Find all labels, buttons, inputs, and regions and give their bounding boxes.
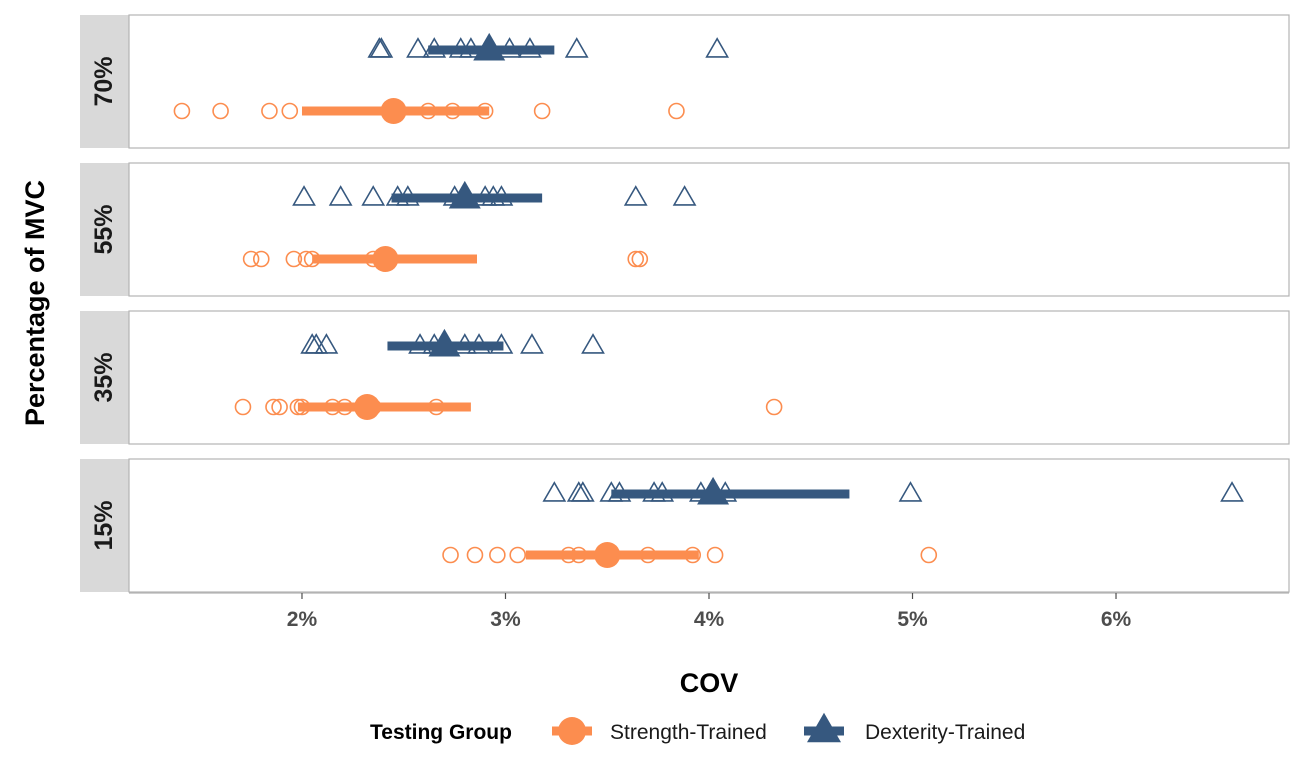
data-point [212, 102, 229, 120]
data-point [570, 481, 595, 502]
group-dexterity-trained [367, 32, 730, 61]
panel-strip-label: 55% [90, 204, 118, 254]
group-strength-trained [173, 98, 685, 124]
x-tick-label: 6% [1101, 608, 1132, 631]
data-point [234, 398, 252, 416]
mean-marker [428, 328, 461, 357]
x-axis: 2% 3% 4% 5% 6% [129, 592, 1289, 631]
data-point [564, 37, 589, 58]
panel-strip-label: 35% [90, 352, 118, 402]
data-point [271, 398, 288, 416]
data-point [285, 250, 303, 268]
data-point [361, 185, 386, 206]
mean-marker [354, 394, 381, 420]
panel-35: 35% [80, 310, 1290, 445]
x-axis-title: COV [680, 668, 739, 698]
data-point [242, 250, 260, 268]
data-point [566, 481, 591, 502]
group-dexterity-trained [542, 476, 1244, 505]
x-tick-label: 5% [897, 608, 928, 631]
mean-marker [380, 98, 407, 124]
group-strength-trained [442, 542, 938, 568]
panel-strip [80, 163, 129, 296]
data-point [520, 333, 544, 354]
data-point [173, 102, 191, 120]
mean-marker [697, 476, 730, 505]
data-point [281, 102, 299, 120]
panel-strip [80, 15, 129, 148]
mean-marker [372, 246, 399, 272]
panel-frame [128, 310, 1290, 445]
data-point [765, 398, 783, 416]
legend: Testing Group Strength-Trained Dexterity-… [370, 712, 1025, 745]
data-point [898, 481, 923, 502]
x-tick-label: 3% [490, 608, 521, 631]
data-point [489, 546, 506, 564]
data-point [406, 37, 430, 58]
group-dexterity-trained [292, 180, 697, 209]
panel-strip [80, 311, 129, 444]
mean-marker [448, 180, 481, 209]
data-point [581, 333, 605, 354]
data-point [623, 185, 648, 206]
data-point [706, 546, 724, 564]
data-point [668, 102, 685, 120]
data-point [672, 185, 697, 206]
legend-key-marker [807, 712, 841, 743]
panels-layer: 70% 55% 35% 15% [80, 14, 1290, 593]
data-point [631, 250, 649, 268]
panel-strip-label: 15% [90, 500, 118, 550]
group-dexterity-trained [300, 328, 605, 357]
data-point [369, 37, 394, 58]
legend-label: Dexterity-Trained [865, 721, 1025, 744]
data-point [442, 546, 459, 564]
legend-item-dexterity-trained: Dexterity-Trained [804, 712, 1025, 744]
data-point [292, 185, 316, 206]
data-point [265, 398, 282, 416]
data-point [627, 250, 645, 268]
y-axis-title: Percentage of MVC [20, 180, 50, 426]
data-point [252, 250, 270, 268]
panel-frame [128, 458, 1290, 593]
data-point [328, 185, 353, 206]
mean-marker [594, 542, 621, 568]
data-point [705, 37, 730, 58]
data-point [314, 333, 339, 354]
data-point [1220, 481, 1244, 502]
panel-70: 70% [80, 14, 1290, 149]
panel-frame [128, 14, 1290, 149]
group-strength-trained [234, 394, 783, 420]
panel-strip-label: 70% [90, 56, 118, 106]
data-point [542, 481, 567, 502]
x-tick-label: 2% [287, 608, 318, 631]
panel-strip [80, 459, 129, 592]
legend-label: Strength-Trained [610, 721, 767, 744]
mean-marker [473, 32, 506, 61]
group-strength-trained [242, 246, 649, 272]
panel-15: 15% [80, 458, 1290, 593]
panel-frame [128, 162, 1290, 297]
data-point [261, 102, 278, 120]
x-tick-label: 4% [694, 608, 725, 631]
data-point [466, 546, 484, 564]
legend-title: Testing Group [370, 721, 512, 744]
legend-key-marker [558, 717, 586, 745]
panel-55: 55% [80, 162, 1290, 297]
data-point [509, 546, 527, 564]
data-point [304, 333, 329, 354]
legend-item-strength-trained: Strength-Trained [552, 717, 767, 745]
data-point [920, 546, 938, 564]
data-point [533, 102, 551, 120]
data-point [300, 333, 325, 354]
